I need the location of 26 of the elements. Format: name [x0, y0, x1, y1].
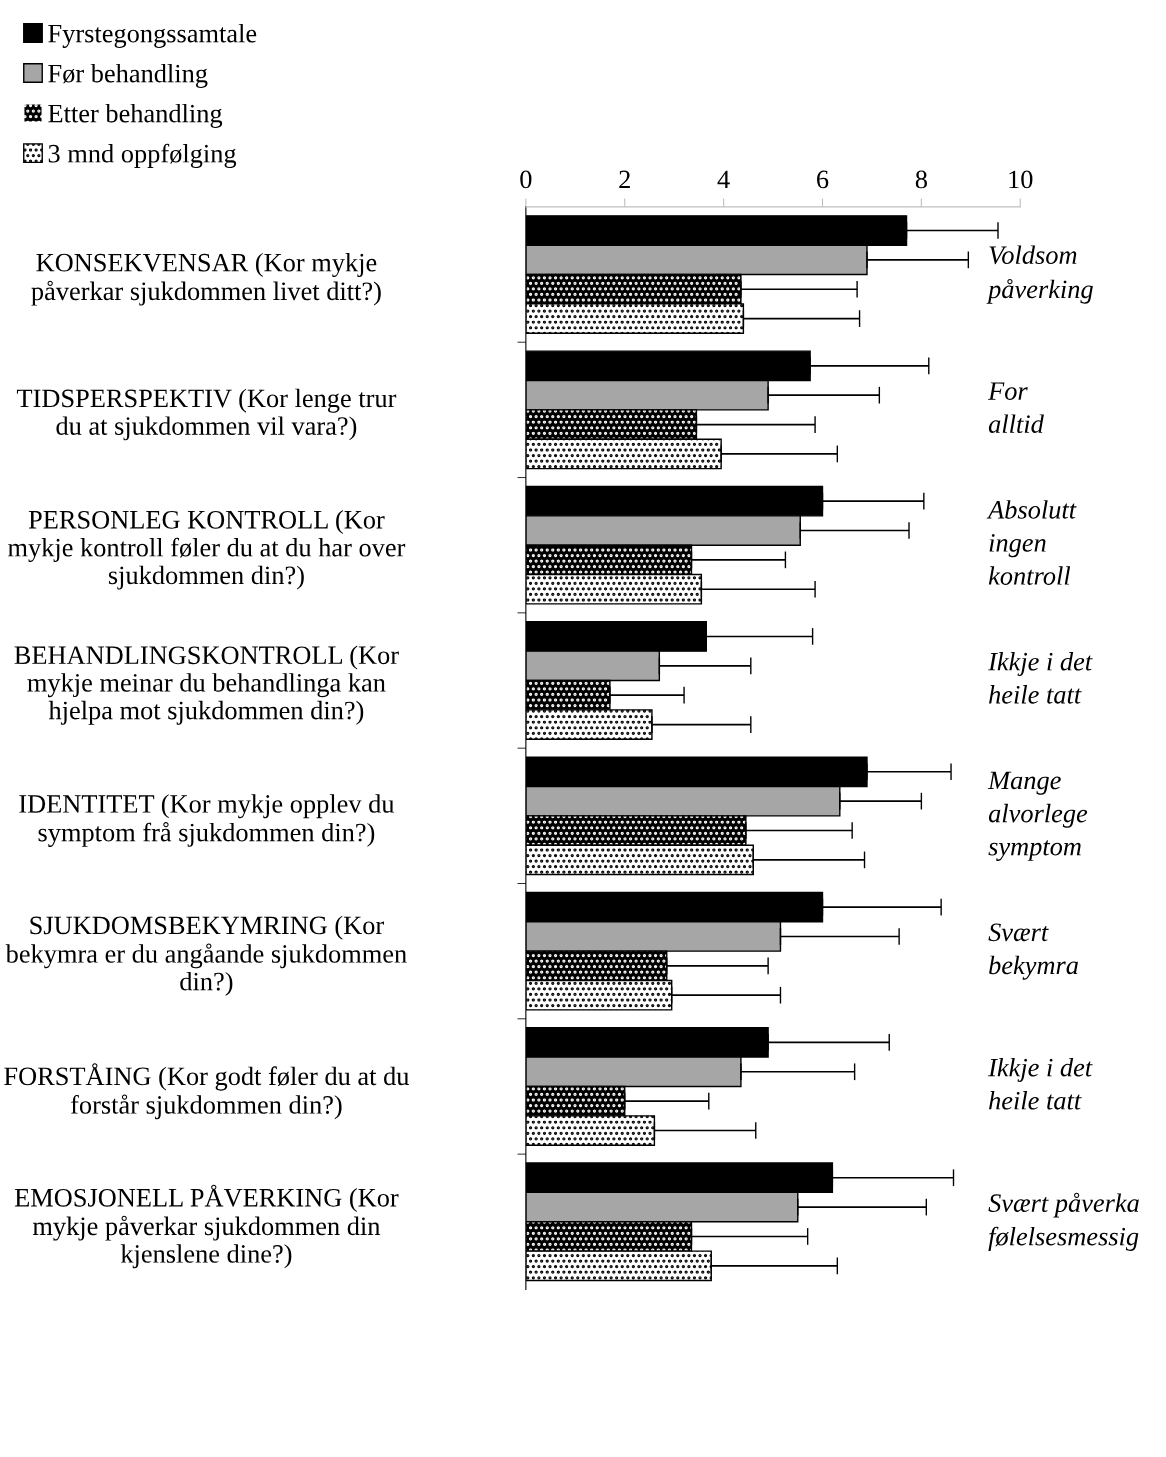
annotation: Svært påverka følelsesmessig: [988, 1192, 1139, 1251]
x-tick-label: 0: [520, 170, 532, 189]
legend-label: Fyrstegongssamtale: [48, 23, 257, 48]
legend-label: Etter behandling: [48, 103, 223, 128]
annotation: Voldsom påverking: [986, 245, 1093, 304]
y-tick-label: FORSTÅING (Kor godt føler du at du forstår sjukdommen din?): [4, 1063, 409, 1120]
annotation: Ikkje i det heile tatt: [988, 1057, 1093, 1110]
y-tick-label: EMOSJONELL PÅVERKING (Kor mykje påverkar sjukdommen din kjenslene dine?): [14, 1184, 399, 1269]
y-tick-label: KONSEKVENSAR (Kor mykje påverkar sjukdommen livet ditt?): [31, 253, 381, 306]
x-tick-label: 8: [915, 170, 927, 189]
y-tick-label: IDENTITET (Kor mykje opplev du symptom frå sjukdommen din?): [19, 794, 395, 847]
x-tick-label: 2: [619, 170, 630, 189]
annotation: Svært bekymra: [988, 923, 1078, 980]
annotation: Absolutt ingen kontroll: [986, 500, 1077, 585]
annotation: Ikkje i det heile tatt: [988, 652, 1093, 704]
annotation: For alltid: [987, 382, 1044, 434]
y-tick-label: BEHANDLINGSKONTROLL (Kor mykje meinar du behandlinga kan hjelpa mot sjukdommen din?): [14, 645, 399, 725]
x-tick-label: 6: [817, 170, 829, 189]
legend-label: Før behandling: [48, 63, 208, 88]
y-tick-label: TIDSPERSPEKTIV (Kor lenge trur du at sjukdommen vil vara?): [16, 388, 397, 441]
y-tick-label: SJUKDOMSBEKYMRING (Kor bekymra er du angåande sjukdommen din?): [5, 915, 407, 996]
x-tick-label: 4: [717, 170, 730, 189]
annotation: Mange alvorlege symptom: [987, 771, 1088, 861]
y-tick-label: PERSONLEG KONTROLL (Kor mykje kontroll føler du at du har over sjukdommen din?): [8, 510, 406, 590]
legend-label: 3 mnd oppfølging: [48, 143, 237, 169]
x-tick-label: 10: [1009, 170, 1033, 189]
